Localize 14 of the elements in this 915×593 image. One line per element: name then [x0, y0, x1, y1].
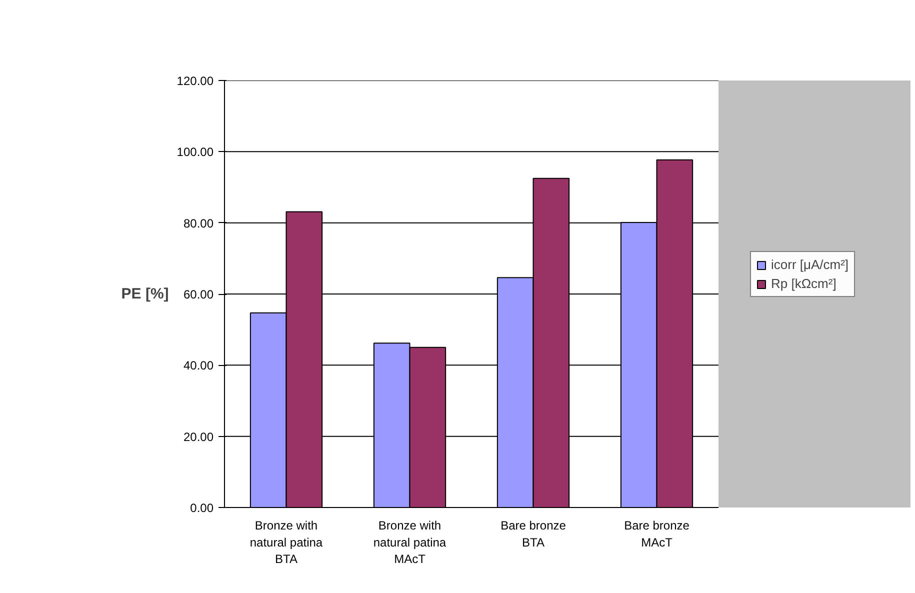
y-tick-label: 0.00	[190, 501, 214, 515]
y-tick-label: 40.00	[183, 358, 214, 373]
legend-label: icorr [μA/cm²]	[771, 257, 849, 272]
y-tick-label: 80.00	[183, 216, 214, 230]
x-tick-label: Bare bronze MAcT	[624, 518, 690, 550]
x-tick-label: Bronze with natural patina MAcT	[373, 518, 446, 566]
y-tick-label: 120.00	[176, 74, 214, 88]
y-axis-title: PE [%]	[121, 286, 169, 302]
y-tick-label: 20.00	[183, 430, 214, 444]
y-tick-label: 100.00	[176, 145, 214, 160]
legend-label: Rp [kΩcm²]	[771, 276, 836, 291]
x-tick-label: Bronze with natural patina BTA	[250, 518, 323, 566]
y-tick-label: 60.00	[183, 288, 214, 302]
x-tick-label: Bare bronze BTA	[500, 518, 566, 550]
